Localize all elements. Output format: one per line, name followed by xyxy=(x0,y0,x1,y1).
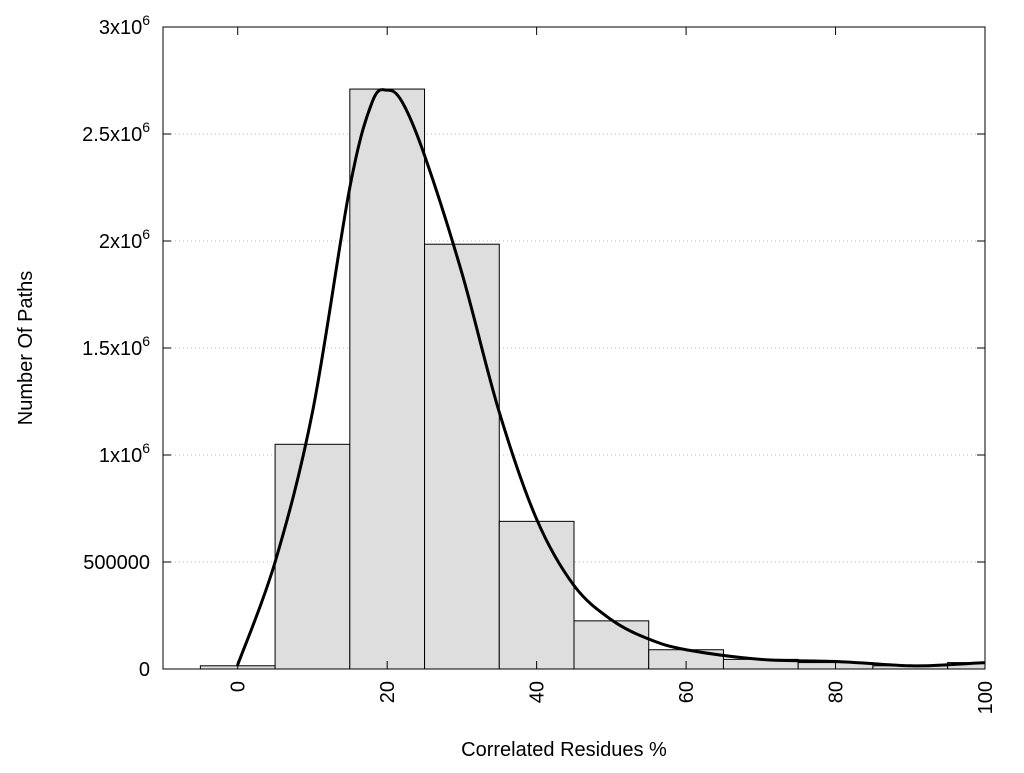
x-axis: 0 20 40 60 80 100 xyxy=(228,27,997,714)
y-axis: 0 500000 1x106 1.5x106 2x106 2.5x106 3x106 xyxy=(82,12,985,681)
density-curve xyxy=(236,88,985,668)
x-axis-title: Correlated Residues % xyxy=(461,739,667,761)
y-tick-label: 3x106 xyxy=(99,12,150,39)
x-tick-label: 20 xyxy=(377,681,399,703)
curve-group xyxy=(236,88,985,668)
x-tick-label: 40 xyxy=(527,681,549,703)
y-tick-label: 500000 xyxy=(83,552,150,574)
y-axis-title: Number Of Paths xyxy=(15,271,37,426)
y-tick-label: 1.5x106 xyxy=(82,333,150,360)
x-tick-label: 80 xyxy=(826,681,848,703)
histogram-bar xyxy=(349,88,426,669)
histogram-bar xyxy=(498,520,575,669)
x-tick-label: 0 xyxy=(228,681,250,692)
y-tick-label: 2.5x106 xyxy=(82,119,150,146)
x-tick-label: 60 xyxy=(676,681,698,703)
y-tick-label: 2x106 xyxy=(99,226,150,253)
histogram-bar xyxy=(274,443,351,669)
bars xyxy=(199,88,985,669)
x-tick-label: 100 xyxy=(975,681,997,714)
histogram-bar xyxy=(573,620,650,669)
histogram-bar xyxy=(424,243,500,669)
y-tick-label: 1x106 xyxy=(99,440,150,467)
y-tick-label: 0 xyxy=(139,659,150,681)
